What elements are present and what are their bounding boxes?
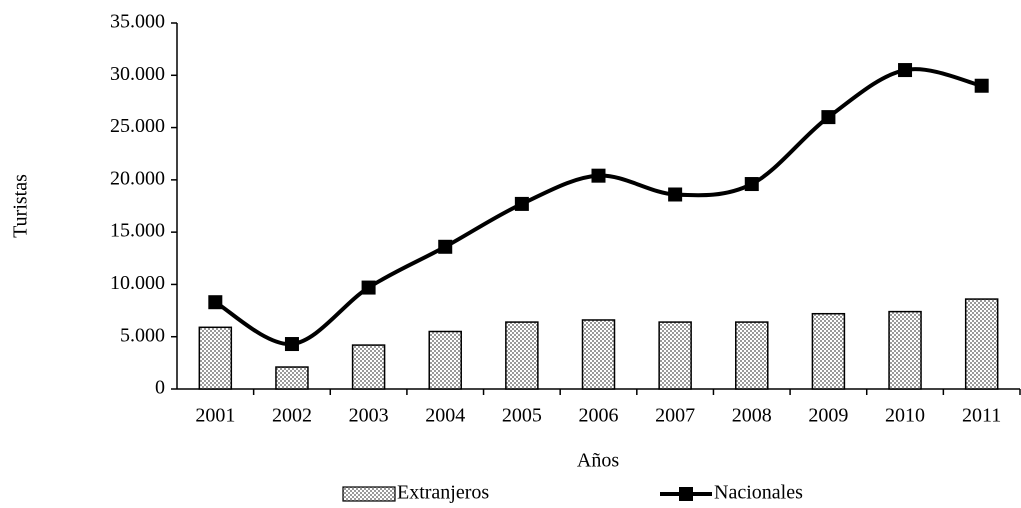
marker [208,295,223,310]
x-axis-title: Años [577,450,619,472]
legend-label: Nacionales [714,482,803,504]
bar [888,310,922,390]
x-tick-label: 2002 [272,405,312,427]
marker [898,63,913,78]
x-tick-label: 2011 [962,405,1001,427]
legend-swatch [342,486,396,502]
marker [974,78,989,93]
legend-label: Extranjeros [397,482,489,504]
bar [658,321,692,390]
x-tick-label: 2006 [579,405,619,427]
y-axis-title: Turistas [10,174,32,238]
x-tick-label: 2010 [885,405,925,427]
y-tick-label: 10.000 [110,272,165,294]
x-tick-label: 2008 [732,405,772,427]
y-tick-label: 20.000 [110,167,165,189]
marker [438,239,453,254]
legend-marker [679,487,693,501]
bar [198,326,233,390]
marker [821,110,836,125]
bar [351,344,386,390]
marker [591,168,606,183]
y-tick-label: 0 [155,377,165,399]
bar [581,319,616,390]
x-tick-label: 2005 [502,405,542,427]
y-tick-label: 35.000 [110,11,165,33]
line [214,67,983,347]
x-tick-label: 2004 [425,405,465,427]
y-tick-label: 25.000 [110,115,165,137]
bar [428,330,462,390]
bar [735,321,769,390]
y-tick-label: 5.000 [120,324,165,346]
marker [744,177,759,192]
x-tick-label: 2009 [808,405,848,427]
y-tick-label: 15.000 [110,220,165,242]
x-tick-label: 2007 [655,405,695,427]
x-tick-label: 2001 [195,405,235,427]
marker [514,196,529,211]
bar [964,298,999,390]
marker [284,337,299,352]
marker [668,187,683,202]
bar [505,321,539,390]
x-tick-label: 2003 [349,405,389,427]
bar [811,312,846,390]
marker [361,280,376,295]
y-tick-label: 30.000 [110,63,165,85]
bar [275,366,309,390]
